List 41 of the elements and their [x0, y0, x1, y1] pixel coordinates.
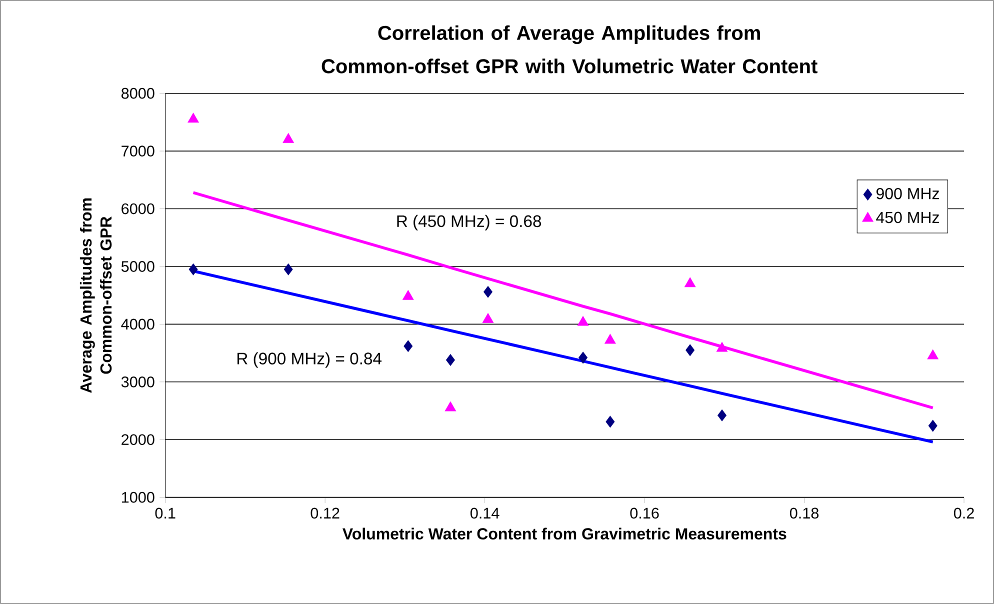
point	[188, 112, 199, 123]
point	[282, 133, 294, 143]
x-tick-label: 0.14	[470, 508, 500, 519]
point	[284, 263, 293, 276]
y-tick-label: 4000	[121, 318, 154, 330]
y-tick-label: 7000	[122, 146, 154, 156]
legend-label: 450 MHz	[876, 212, 939, 224]
x-tick-label: 0.16	[630, 508, 659, 519]
x-tick-label: 0.12	[310, 508, 340, 519]
y-axis-title: Average Amplitudes from Common-offset GPR	[80, 198, 112, 393]
point	[482, 313, 494, 323]
point	[718, 410, 726, 422]
annotation: R (450 MHz) = 0.68	[397, 214, 542, 230]
point	[577, 316, 589, 326]
point	[606, 416, 615, 428]
y-tick-label: 6000	[122, 203, 154, 214]
point	[444, 401, 456, 412]
y-tick-label: 8000	[121, 88, 154, 99]
point	[684, 277, 696, 288]
y-tick-label: 3000	[121, 376, 154, 388]
point	[927, 350, 938, 360]
y-tick-label: 2000	[122, 434, 154, 446]
point	[686, 344, 695, 356]
point	[404, 340, 413, 352]
point	[716, 342, 728, 352]
point	[578, 352, 588, 364]
point	[402, 290, 414, 300]
chart-title: Correlation of Average Amplitudes from Common-offset GPR with Volumetric Water Content	[322, 25, 818, 74]
x-axis-title: Volumetric Water Content from Gravimetric Measurements	[342, 528, 786, 540]
point	[604, 334, 616, 344]
annotation: R (900 MHz) = 0.84	[238, 352, 382, 368]
x-tick-label: 0.1	[155, 508, 176, 519]
legend-label: 900 MHz	[876, 188, 939, 200]
y-tick-label: 1000	[122, 492, 154, 503]
point	[188, 263, 198, 276]
point	[446, 354, 455, 366]
y-tick-label: 5000	[121, 261, 154, 272]
point	[928, 420, 938, 432]
x-tick-label: 0.18	[790, 508, 819, 519]
point	[484, 286, 492, 298]
x-tick-label: 0.2	[954, 508, 974, 519]
